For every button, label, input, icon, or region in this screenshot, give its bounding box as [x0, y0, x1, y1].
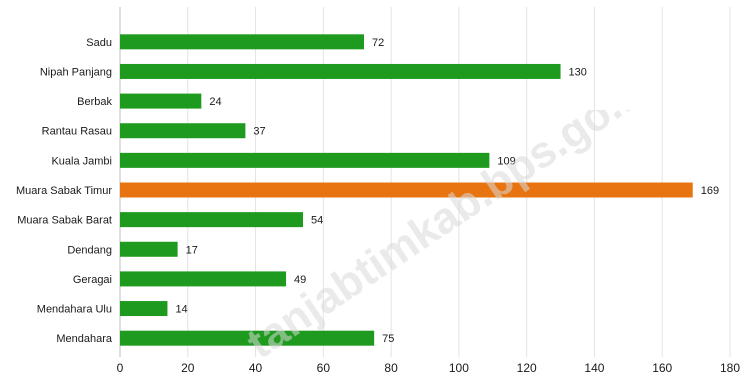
x-tick-label: 40: [249, 361, 263, 375]
bar: [120, 301, 168, 317]
value-label: 54: [311, 215, 323, 227]
x-tick-label: 120: [517, 361, 537, 375]
value-label: 17: [186, 244, 198, 256]
x-tick-label: 0: [117, 361, 124, 375]
value-label: 169: [701, 185, 719, 197]
bar: [120, 152, 490, 168]
x-tick-label: 140: [584, 361, 604, 375]
bar: [120, 271, 287, 287]
category-label: Muara Sabak Timur: [16, 185, 112, 197]
x-tick-label: 20: [181, 361, 195, 375]
value-label: 109: [497, 155, 515, 167]
bar: [120, 123, 246, 139]
category-label: Berbak: [77, 96, 112, 108]
x-tick-label: 180: [720, 361, 740, 375]
category-label: Sadu: [86, 37, 112, 49]
category-label: Nipah Panjang: [40, 66, 112, 78]
bar: [120, 93, 202, 109]
x-tick-label: 100: [449, 361, 469, 375]
value-label: 37: [253, 126, 265, 138]
bar: [120, 212, 303, 228]
value-label: 14: [175, 304, 187, 316]
x-tick-label: 160: [652, 361, 672, 375]
category-label: Muara Sabak Barat: [17, 215, 112, 227]
value-label: 72: [372, 37, 384, 49]
x-tick-label: 60: [317, 361, 331, 375]
x-tick-label: 80: [384, 361, 398, 375]
value-label: 75: [382, 333, 394, 345]
bar: [120, 63, 561, 79]
value-label: 130: [569, 66, 587, 78]
bar: [120, 182, 693, 198]
category-label: Geragai: [73, 274, 112, 286]
category-label: Mendahara Ulu: [37, 304, 112, 316]
value-label: 49: [294, 274, 306, 286]
bar: [120, 330, 375, 346]
category-label: Rantau Rasau: [42, 126, 112, 138]
bar: [120, 241, 178, 257]
category-label: Dendang: [67, 244, 112, 256]
category-label: Kuala Jambi: [51, 155, 112, 167]
bar: [120, 34, 364, 50]
category-label: Mendahara: [56, 333, 113, 345]
value-label: 24: [209, 96, 221, 108]
